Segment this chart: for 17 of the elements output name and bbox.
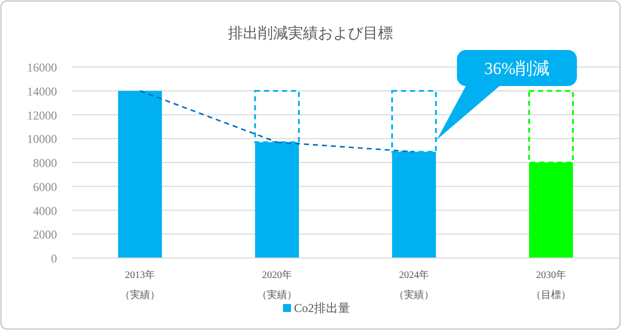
y-tick-label: 2000 [33, 228, 57, 242]
bar [118, 90, 162, 258]
y-tick-label: 6000 [33, 180, 57, 194]
x-tick-label: 2013年（実績） [120, 269, 160, 301]
y-tick-label: 8000 [33, 156, 57, 170]
chart-title: 排出削減実績および目標 [228, 25, 393, 42]
x-tick-label: 2020年（実績） [257, 269, 297, 301]
y-tick-label: 12000 [27, 108, 57, 122]
y-tick-label: 0 [51, 252, 57, 266]
annotation: 36%削減 [484, 59, 550, 78]
y-tick-label: 10000 [27, 132, 57, 146]
y-tick-label: 4000 [33, 204, 57, 218]
legend-label: Co2排出量 [294, 301, 350, 315]
x-tick-label: 2030年（目標） [531, 269, 571, 301]
y-tick-label: 14000 [27, 84, 57, 98]
x-tick-label: 2024年（実績） [394, 269, 434, 301]
y-tick-label: 16000 [27, 60, 57, 74]
